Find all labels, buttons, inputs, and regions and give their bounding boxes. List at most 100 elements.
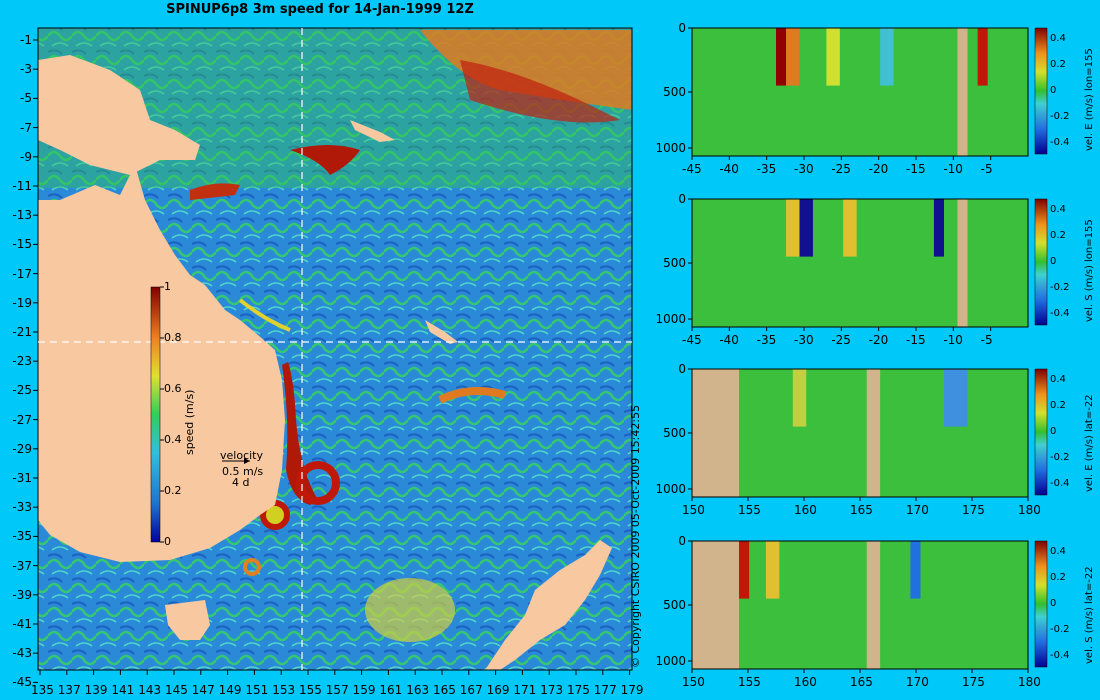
- section-colorbar-tick-label: 0: [1050, 85, 1057, 96]
- section-x-tick-label: -35: [756, 162, 777, 176]
- speed-colorbar-tick-label: 1: [164, 280, 171, 293]
- section-x-tick-label: 180: [1018, 503, 1041, 517]
- section-colorbar-tick-label: 0.2: [1050, 230, 1066, 241]
- map-y-tick-label: -31: [12, 471, 32, 485]
- map-x-tick-label: 175: [567, 683, 590, 697]
- section-y-tick-label: 1000: [655, 312, 686, 326]
- section-x-tick-label: -15: [906, 333, 926, 347]
- section-x-tick-label: -20: [868, 162, 889, 176]
- section-colorbar: [1034, 540, 1048, 668]
- section-x-tick-label: -15: [906, 162, 926, 176]
- section-y-tick-label: 500: [663, 426, 686, 440]
- section-colorbar-tick-label: -0.2: [1050, 111, 1070, 122]
- section-feature: [933, 199, 944, 257]
- section-feature: [786, 28, 800, 86]
- section-colorbar-tick-label: 0: [1050, 598, 1057, 609]
- map-y-tick-label: -35: [12, 529, 32, 544]
- map-y-tick-label: -29: [12, 441, 32, 456]
- map-x-tick-label: 143: [138, 683, 162, 697]
- section-feature: [692, 541, 740, 669]
- map-x-tick-label: 177: [593, 683, 617, 697]
- map-x-tick-label: 141: [111, 683, 135, 697]
- copyright-notice: © Copyright CSIRO 2009 05-Oct-2009 15:42…: [629, 404, 642, 668]
- australia-land: [38, 165, 285, 562]
- map-y-tick-label: -39: [12, 587, 32, 602]
- section-x-tick-label: -5: [980, 333, 993, 347]
- section-colorbar-tick-label: -0.4: [1050, 137, 1070, 148]
- section-ylabel: vel. E (m/s) lat=-22: [1084, 394, 1095, 492]
- section-feature: [765, 541, 780, 599]
- section-y-tick-label: 500: [663, 598, 686, 612]
- map-y-tick-label: -3: [20, 62, 32, 77]
- map-x-tick-label: 155: [299, 683, 322, 697]
- section-y-tick-label: 0: [678, 21, 686, 35]
- section-feature: [792, 369, 807, 427]
- section-colorbar-tick-label: 0.2: [1050, 59, 1066, 70]
- section-x-tick-label: -45: [682, 162, 702, 176]
- speed-colorbar-tick-label: 0.2: [164, 484, 182, 497]
- map-x-tick-label: 169: [486, 683, 510, 697]
- section-ylabel: vel. E (m/s) lon=155: [1084, 48, 1095, 151]
- section-x-tick-label: -30: [794, 162, 814, 176]
- section-x-tick-label: 180: [1018, 675, 1041, 689]
- section-feature: [799, 199, 813, 257]
- section-x-tick-label: 175: [962, 503, 985, 517]
- map-y-tick-label: -25: [12, 383, 32, 398]
- section-x-tick-label: -20: [868, 333, 889, 347]
- section-colorbar-tick-label: -0.4: [1050, 650, 1070, 661]
- map-x-tick-label: 135: [31, 683, 54, 697]
- tasman-anomaly: [365, 578, 455, 642]
- map-x-tick-label: 137: [57, 683, 81, 697]
- map-x-tick-label: 165: [433, 683, 456, 697]
- section-colorbar-tick-label: -0.2: [1050, 452, 1070, 463]
- speed-colorbar-tick-label: 0.4: [164, 433, 182, 446]
- map-x-tick-label: 157: [325, 683, 349, 697]
- jet-filament: [438, 387, 507, 404]
- section-y-tick-label: 500: [663, 85, 686, 99]
- section-colorbar-tick-label: 0: [1050, 426, 1057, 437]
- speed-colorbar-tick-label: 0.8: [164, 331, 182, 344]
- png-jet: [290, 145, 360, 175]
- map-x-tick-label: 163: [406, 683, 430, 697]
- section-x-tick-label: -25: [831, 333, 851, 347]
- new-zealand-land: [485, 540, 612, 670]
- east-australian-current: [282, 362, 318, 505]
- section-feature: [739, 541, 750, 599]
- map-y-tick-label: -23: [12, 354, 32, 369]
- map-x-tick-label: 149: [218, 683, 242, 697]
- section-x-tick-label: -40: [719, 162, 739, 176]
- section-feature: [910, 541, 921, 599]
- filament-a: [238, 298, 291, 332]
- section-colorbar: [1034, 198, 1048, 326]
- section-colorbar-tick-label: 0.2: [1050, 400, 1066, 411]
- section-colorbar: [1034, 27, 1048, 155]
- map-x-tick-label: 147: [191, 683, 215, 697]
- map-y-tick-label: -33: [12, 500, 32, 515]
- section-y-tick-label: 0: [678, 192, 686, 206]
- section-y-tick-label: 1000: [655, 482, 686, 496]
- section-feature: [957, 199, 968, 327]
- section-y-tick-label: 0: [678, 362, 686, 376]
- section-colorbar-tick-label: 0.2: [1050, 572, 1066, 583]
- section-panel-3: [691, 368, 1048, 498]
- tasmania-land: [165, 600, 210, 640]
- map-y-tick-label: -21: [12, 325, 32, 339]
- section-colorbar-tick-label: 0.4: [1050, 546, 1066, 557]
- section-x-tick-label: -40: [719, 333, 739, 347]
- section-x-tick-label: 165: [850, 675, 873, 689]
- section-feature: [880, 28, 894, 86]
- map-y-tick-label: -5: [20, 91, 32, 106]
- current-core: [460, 60, 620, 123]
- new-caledonia-land: [425, 320, 458, 344]
- section-x-tick-label: 160: [794, 675, 817, 689]
- section-x-tick-label: -30: [794, 333, 814, 347]
- section-field: [692, 199, 1028, 327]
- map-x-tick-label: 139: [84, 683, 108, 697]
- velocity-legend-title: velocity: [220, 449, 263, 462]
- section-y-tick-label: 500: [663, 256, 686, 270]
- eac-eddy-1: [296, 461, 340, 505]
- new-guinea-land: [38, 55, 200, 175]
- south-equatorial-current: [420, 30, 632, 110]
- section-colorbar-tick-label: -0.4: [1050, 478, 1070, 489]
- eac-eddy-3: [243, 558, 261, 576]
